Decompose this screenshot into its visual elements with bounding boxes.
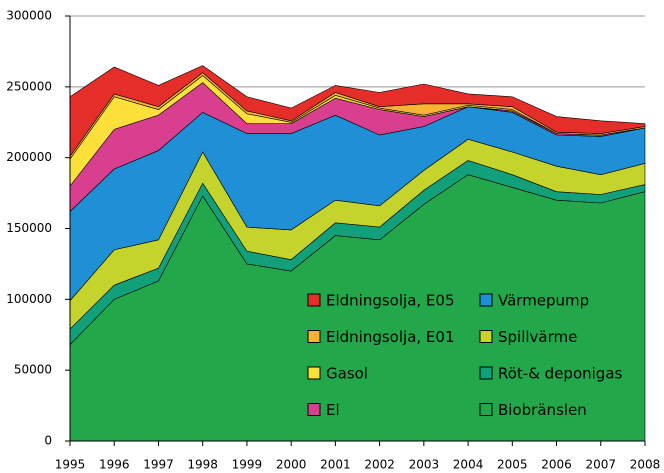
x-tick-label: 2000 [276, 458, 307, 472]
legend-label: Gasol [326, 365, 368, 383]
y-tick-label: 150000 [6, 221, 52, 235]
x-tick-label: 1998 [187, 458, 218, 472]
x-tick-label: 2008 [630, 458, 661, 472]
legend-label: Eldningsolja, E05 [326, 292, 455, 310]
legend-label: Biobränslen [498, 401, 587, 419]
x-tick-label: 1997 [143, 458, 174, 472]
x-tick-label: 2007 [585, 458, 616, 472]
legend-swatch [479, 330, 493, 343]
legend-swatch [307, 293, 321, 307]
y-tick-label: 300000 [6, 9, 52, 23]
legend-swatch [479, 293, 493, 307]
legend-swatch [479, 403, 493, 416]
legend-label: Värmepump [498, 292, 589, 310]
x-tick-label: 2004 [453, 458, 484, 472]
legend-label: Röt-& deponigas [498, 365, 623, 383]
legend-swatch [307, 330, 321, 343]
y-tick-label: 250000 [6, 79, 52, 93]
x-tick-label: 2001 [320, 458, 351, 472]
legend-label: El [326, 401, 340, 419]
legend-swatch [479, 366, 493, 380]
x-tick-label: 1996 [99, 458, 130, 472]
y-tick-label: 200000 [6, 150, 52, 164]
legend-label: Spillvärme [498, 328, 577, 346]
legend-swatch [307, 403, 321, 416]
legend-label: Eldningsolja, E01 [326, 328, 455, 346]
x-tick-label: 2002 [364, 458, 395, 472]
x-tick-label: 2006 [541, 458, 572, 472]
x-tick-label: 2005 [497, 458, 528, 472]
x-tick-label: 1995 [55, 458, 86, 472]
x-tick-label: 2003 [409, 458, 440, 472]
legend-swatch [307, 366, 321, 380]
area [69, 65, 646, 158]
x-tick-label: 1999 [232, 458, 263, 472]
y-tick-label: 0 [44, 434, 52, 448]
y-tick-label: 50000 [14, 363, 52, 377]
y-tick-label: 100000 [6, 292, 52, 306]
